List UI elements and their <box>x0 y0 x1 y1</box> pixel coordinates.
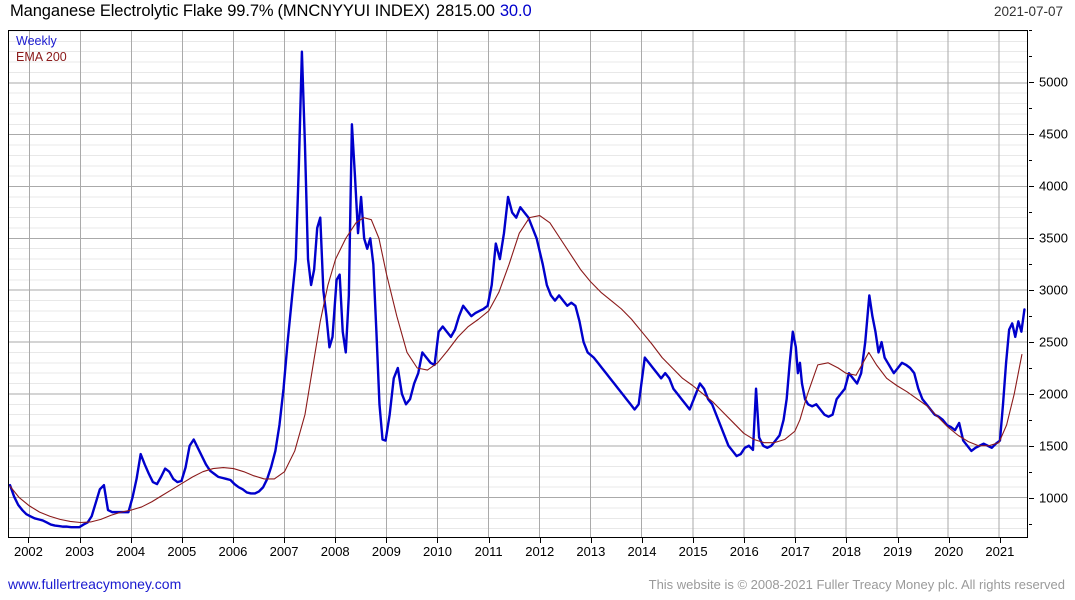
chart-date: 2021-07-07 <box>993 4 1063 19</box>
x-axis-tick <box>181 538 183 543</box>
x-axis-label: 2010 <box>423 544 452 559</box>
x-axis-tick <box>948 538 950 543</box>
y-axis-label: 3000 <box>1039 282 1068 298</box>
y-axis-tick <box>1029 498 1034 500</box>
x-axis-label: 2014 <box>627 544 657 559</box>
x-axis-label: 2020 <box>934 544 964 559</box>
site-url[interactable]: www.fullertreacymoney.com <box>8 576 182 592</box>
x-axis-tick <box>232 538 234 543</box>
x-axis-label: 2019 <box>883 544 913 559</box>
x-axis-tick <box>846 538 848 543</box>
x-axis-tick <box>284 538 286 543</box>
copyright-notice: This website is © 2008-2021 Fuller Treac… <box>648 577 1065 592</box>
y-axis-label: 4000 <box>1039 178 1068 194</box>
y-axis-label: 2000 <box>1039 386 1068 402</box>
x-axis-tick <box>897 538 899 543</box>
y-axis-minor-tick <box>1029 212 1032 214</box>
x-axis-label: 2009 <box>371 544 401 559</box>
instrument-symbol: (MNCNYYUI INDEX) <box>277 2 431 20</box>
x-axis: 2002 2003 2004 2005 2006 2007 2008 2009 2010 2011… <box>8 538 1028 562</box>
y-axis-tick <box>1029 342 1034 344</box>
page-title: Manganese Electrolytic Flake 99.7% (MNCNY… <box>10 2 532 21</box>
x-axis-label: 2002 <box>13 544 43 559</box>
x-axis-tick <box>795 538 797 543</box>
x-axis-tick <box>28 538 30 543</box>
chart-gridlines <box>9 31 1027 537</box>
y-axis-minor-tick <box>1029 160 1032 162</box>
x-axis-tick <box>693 538 695 543</box>
instrument-name: Manganese Electrolytic Flake 99.7% <box>10 2 274 20</box>
x-axis-label: 2013 <box>576 544 606 559</box>
y-axis-label: 1000 <box>1039 490 1068 506</box>
x-axis-label: 2015 <box>678 544 708 559</box>
y-axis-minor-tick <box>1029 420 1032 422</box>
x-axis-label: 2016 <box>729 544 759 559</box>
x-axis-tick <box>744 538 746 543</box>
y-axis-tick <box>1029 82 1034 84</box>
y-axis-tick <box>1029 238 1034 240</box>
x-axis-tick <box>386 538 388 543</box>
x-axis-label: 2006 <box>218 544 248 559</box>
x-axis-tick <box>335 538 337 543</box>
x-axis-label: 2005 <box>167 544 197 559</box>
x-axis-label: 2018 <box>832 544 861 559</box>
y-axis-minor-tick <box>1029 264 1032 266</box>
x-axis-tick <box>437 538 439 543</box>
x-axis-tick <box>641 538 643 543</box>
y-axis-label: 1500 <box>1039 438 1068 454</box>
y-axis-minor-tick <box>1029 316 1032 318</box>
x-axis-label: 2017 <box>780 544 810 559</box>
y-axis-label: 5000 <box>1039 74 1068 90</box>
y-axis-minor-tick <box>1029 30 1032 31</box>
y-axis-tick <box>1029 394 1034 396</box>
y-axis-tick <box>1029 446 1034 448</box>
x-axis-tick <box>539 538 541 543</box>
price-change: 30.0 <box>499 2 532 20</box>
x-axis-tick <box>488 538 490 543</box>
y-axis-label: 3500 <box>1039 230 1068 246</box>
y-axis-label: 4500 <box>1039 126 1068 142</box>
y-axis-tick <box>1029 290 1034 292</box>
y-axis-minor-tick <box>1029 524 1032 526</box>
y-axis-tick <box>1029 186 1034 188</box>
y-axis: 1000 1500 2000 2500 3000 3500 4000 4500 5000 <box>1029 30 1075 538</box>
chart-series-layer <box>9 50 1026 529</box>
ema-line <box>9 215 1023 524</box>
x-axis-tick <box>590 538 592 543</box>
x-axis-label: 2008 <box>320 544 350 559</box>
x-axis-label: 2003 <box>65 544 95 559</box>
x-axis-tick <box>999 538 1001 543</box>
y-axis-minor-tick <box>1029 108 1032 110</box>
y-axis-tick <box>1029 134 1034 136</box>
x-axis-tick <box>130 538 132 543</box>
x-axis-label: 2007 <box>269 544 299 559</box>
y-axis-minor-tick <box>1029 56 1032 58</box>
x-axis-tick <box>79 538 81 543</box>
x-axis-label: 2011 <box>474 544 503 559</box>
chart-plot-area: Weekly EMA 200 <box>8 30 1028 538</box>
x-axis-label: 2021 <box>985 544 1015 559</box>
x-axis-label: 2012 <box>525 544 555 559</box>
y-axis-minor-tick <box>1029 472 1032 474</box>
chart-header: Manganese Electrolytic Flake 99.7% (MNCNY… <box>0 0 1075 26</box>
x-axis-label: 2004 <box>116 544 146 559</box>
y-axis-minor-tick <box>1029 368 1032 370</box>
last-price: 2815.00 <box>435 2 495 20</box>
y-axis-label: 2500 <box>1039 334 1068 350</box>
price-line <box>9 50 1026 529</box>
